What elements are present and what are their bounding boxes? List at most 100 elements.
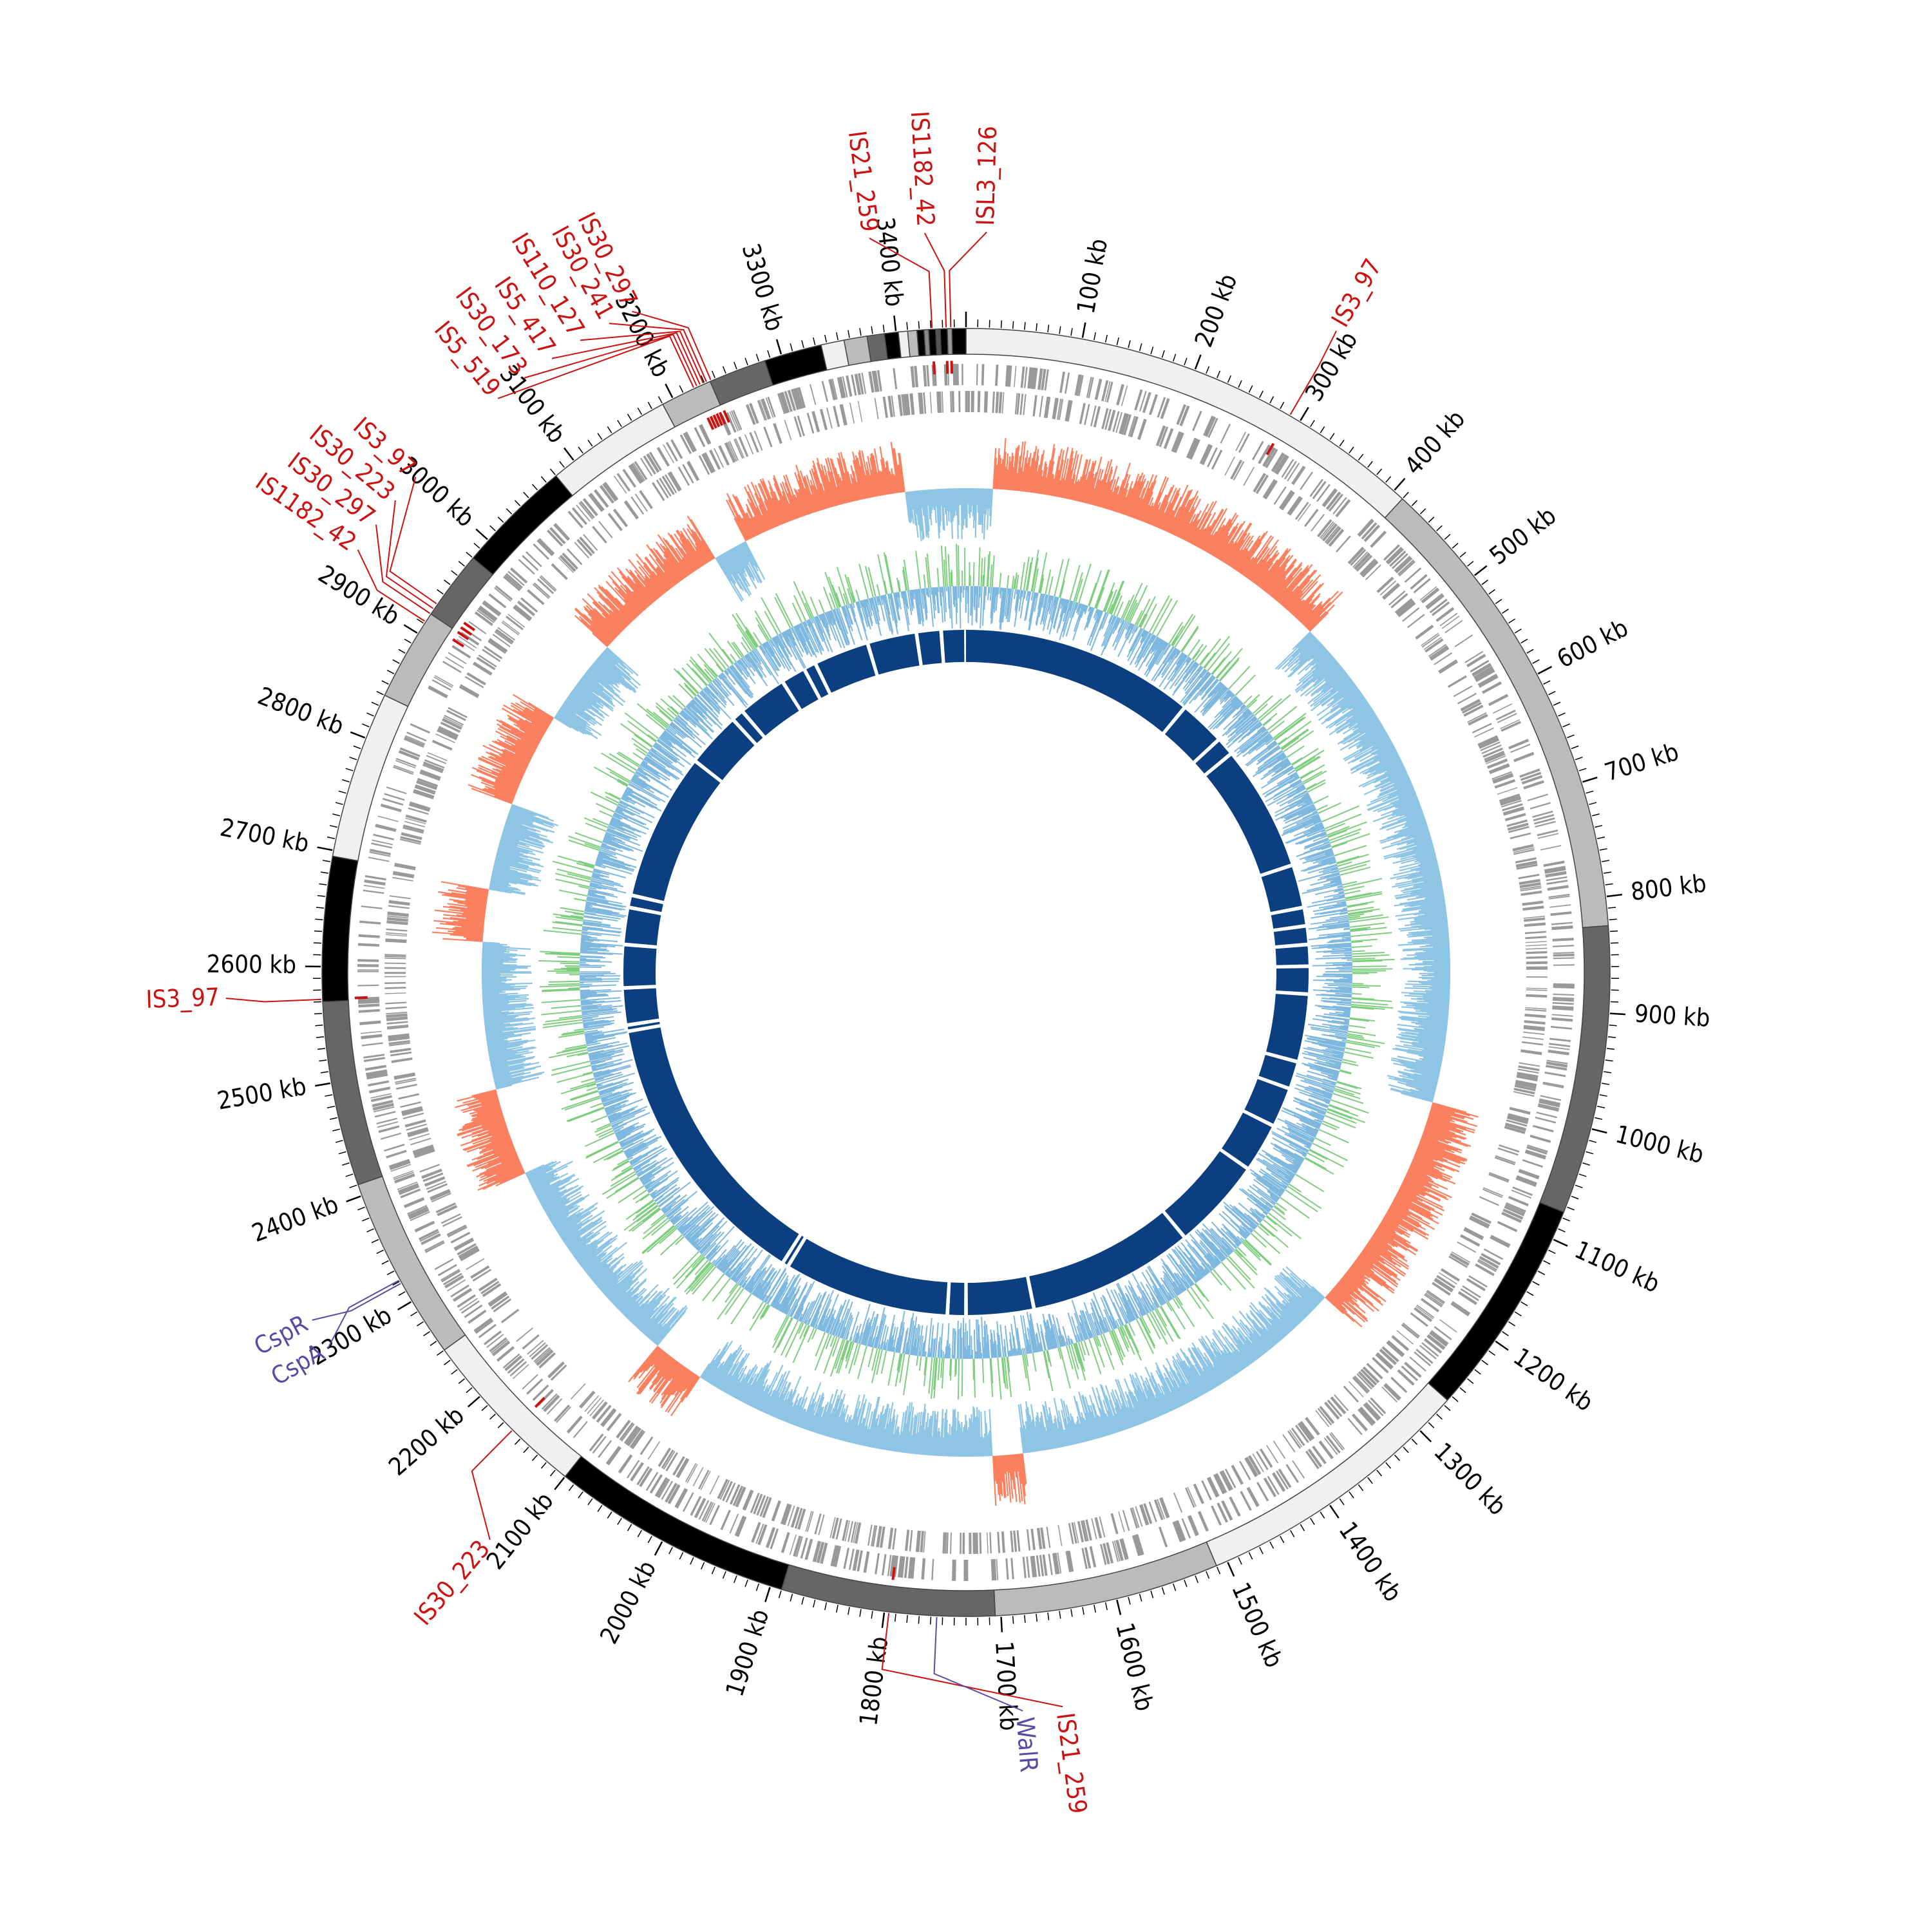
gc-content-bar [584,1030,603,1035]
gc-content-bar [789,628,793,634]
gc-content-bar [692,1240,699,1247]
gc-content-bar [1273,1206,1285,1215]
gc-content-bar [1314,822,1323,827]
gc-content-bar [1287,1163,1299,1171]
gc-content-bar [585,822,607,832]
gc-skew-bar [1325,667,1343,683]
gc-content-bar [653,744,677,763]
gc-skew-bar [977,488,980,513]
gc-skew-bar [1010,466,1014,491]
gc-content-bar [775,1274,796,1309]
gc-content-bar [1348,913,1365,917]
gc-content-bar [797,624,807,643]
gc-content-bar [1253,1229,1281,1255]
gc-content-bar [1025,591,1029,601]
gc-content-bar [857,1345,867,1379]
gc-skew-bar [978,488,981,525]
gc-content-bar [1302,1062,1340,1074]
gc-content-bar [1203,686,1227,712]
gc-skew-bar [1227,539,1245,565]
gc-content-bar [1263,759,1289,777]
gc-content-bar [580,964,605,967]
gc-content-bar [592,874,600,878]
gc-skew-bar [1244,558,1258,577]
gc-content-bar [1048,1313,1058,1349]
gc-skew-bar [1012,446,1019,491]
gc-content-bar [818,1299,832,1331]
gc-skew-bar [1108,487,1117,511]
gc-content-bar [582,1071,593,1075]
gc-content-bar [1027,1327,1033,1354]
gc-content-bar [598,851,618,859]
gc-content-bar [1218,685,1225,692]
gc-content-bar [1036,1323,1044,1352]
gc-content-bar [862,1321,871,1345]
gc-content-bar [1202,1223,1232,1255]
gc-content-bar [845,1341,855,1368]
gc-content-bar [936,587,940,614]
gc-content-bar [1137,1302,1146,1316]
gc-content-bar [1014,589,1019,611]
gc-content-bar [1306,779,1326,791]
gc-content-bar [790,1304,799,1318]
gc-content-bar [1260,1197,1274,1208]
gc-content-bar [1115,1283,1135,1321]
gc-content-bar [1013,1315,1020,1356]
gc-content-bar [781,632,790,647]
gc-content-bar [1275,801,1313,821]
gc-content-bar [704,668,715,681]
gc-content-bar [1160,1305,1181,1340]
gc-content-bar [1283,803,1314,819]
gc-content-bar [849,603,863,641]
gc-skew-bar [1211,512,1237,556]
gc-content-bar [599,850,613,857]
gc-content-bar [633,1160,650,1171]
gc-content-bar [1334,981,1352,983]
gc-skew-bar [1323,673,1348,693]
gc-content-bar [1329,1028,1348,1033]
gc-content-bar [1301,815,1320,825]
gc-content-bar [1299,848,1332,860]
gc-content-bar [777,1277,797,1311]
gc-skew-bar [1404,818,1426,827]
gc-content-bar [1185,1239,1212,1272]
gc-content-bar [697,1220,728,1252]
gc-content-bar [1326,896,1345,902]
gc-content-bar [1273,1163,1294,1178]
gc-content-bar [1311,911,1348,919]
gc-content-bar [981,1316,985,1359]
gc-content-bar [932,1339,936,1358]
gc-content-bar [1331,833,1370,848]
gc-content-bar [690,1264,715,1292]
gc-content-bar [939,587,942,606]
gc-content-bar [961,1358,963,1397]
gc-content-bar [1081,1323,1088,1340]
gc-content-bar [612,817,621,822]
gc-content-bar [1305,1034,1347,1044]
gc-content-bar [1241,1223,1253,1233]
gc-content-bar [696,1225,720,1250]
gc-content-bar [721,672,728,679]
gc-content-bar [828,611,833,622]
gc-content-bar [873,597,881,621]
gc-skew-bar [1318,690,1361,721]
gc-content-bar [786,629,797,646]
gc-content-bar [1138,613,1146,627]
gc-content-bar [1125,1323,1140,1354]
gc-skew-bar [1366,750,1397,768]
gc-content-bar [803,1300,815,1324]
gc-content-bar [863,599,867,607]
gc-skew-bar [1251,561,1267,582]
gc-content-bar [1330,878,1341,883]
gc-content-bar [1321,993,1352,997]
gc-content-bar [817,615,833,653]
gc-skew-bar [1003,466,1007,490]
gc-content-bar [607,1108,622,1116]
gc-content-bar [1161,649,1179,676]
gc-content-bar [1201,679,1219,699]
gc-content-bar [828,576,840,608]
gc-content-bar [1003,1356,1009,1390]
gc-content-bar [1069,601,1075,618]
gc-content-bar [748,1267,767,1293]
